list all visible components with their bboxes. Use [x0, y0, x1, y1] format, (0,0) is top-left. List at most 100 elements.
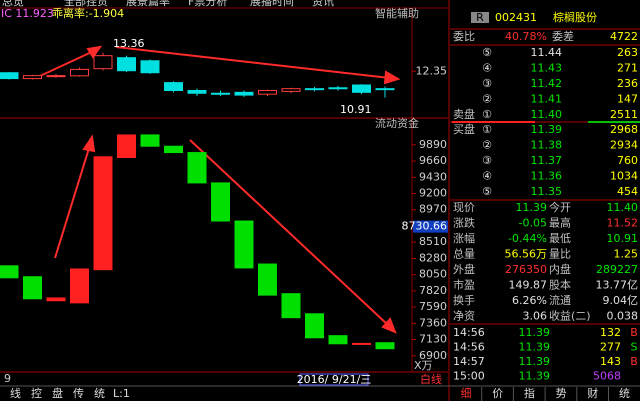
indicator-label: IC 11.923: [1, 7, 54, 20]
stock-code: 002431: [495, 11, 537, 24]
candle-body: [164, 145, 183, 154]
candle-body: [305, 88, 324, 91]
candle-body: [211, 92, 230, 95]
candle-body: [140, 134, 160, 147]
time: 14:56: [453, 326, 485, 339]
label: 今开: [549, 200, 571, 214]
candle-body: [46, 297, 66, 302]
level: ⑤: [482, 46, 492, 59]
volume: 277: [600, 341, 621, 354]
y-tick-label: 9200: [419, 186, 447, 199]
level: ②: [482, 93, 492, 106]
y-tick-label: 9660: [419, 154, 447, 167]
volume: 2511: [610, 108, 638, 121]
price: 11.40: [531, 108, 563, 121]
candle-body: [117, 57, 136, 72]
panel-tab[interactable]: 指: [524, 386, 535, 400]
volume: 271: [617, 62, 638, 75]
label: 换手: [453, 293, 475, 307]
menu-tab: 展景篇率: [126, 0, 170, 8]
view-tab: 统: [94, 387, 105, 400]
value: 289227: [596, 263, 638, 276]
view-tab: 线: [10, 386, 21, 400]
value: 11.52: [607, 217, 639, 230]
value: 3.06: [523, 310, 548, 323]
period: 9: [4, 372, 11, 385]
annotation-arrows: [39, 45, 401, 334]
menu-tab: F票分析: [188, 0, 227, 8]
volume: 132: [600, 326, 621, 339]
volume: 454: [617, 185, 638, 198]
candle-body: [328, 335, 348, 345]
price: 11.42: [531, 77, 563, 90]
candle-body: [140, 60, 160, 74]
label: 委比: [453, 30, 475, 43]
y-tick-label: 8280: [419, 251, 447, 264]
panel-tab[interactable]: 价: [492, 387, 503, 400]
chart-title: 流动资金: [375, 116, 419, 130]
candle-body: [0, 72, 19, 80]
label: 外盘: [453, 262, 475, 276]
candle-body: [258, 90, 277, 95]
price: 11.36: [531, 170, 563, 183]
candle-body: [93, 55, 113, 70]
price: 11.35: [531, 185, 563, 198]
candle-body: [187, 152, 207, 184]
value: 149.87: [509, 279, 548, 292]
candle-body: [46, 75, 66, 78]
price: 11.41: [531, 93, 563, 106]
label: 收益(二): [549, 309, 591, 323]
value: 6.26%: [512, 294, 547, 307]
time: 14:56: [453, 341, 485, 354]
volume: 143: [600, 355, 621, 368]
menu-tab: 全部挂货: [64, 0, 108, 8]
volume: 1034: [610, 170, 638, 183]
label: 股本: [549, 278, 571, 292]
value: 13.77亿: [596, 279, 639, 292]
level: ③: [482, 154, 492, 167]
y-tick-label: 7590: [419, 300, 447, 313]
panel-label: 智能辅助: [375, 6, 419, 20]
y-tick-label: 7820: [419, 284, 447, 297]
side: S: [631, 341, 638, 354]
volume: 760: [617, 154, 638, 167]
candle-body: [375, 88, 395, 91]
price: 11.39: [519, 341, 551, 354]
candle-body: [23, 75, 42, 80]
indicator-value: 乖离率:-1.904: [52, 6, 124, 20]
label: 最低: [549, 232, 571, 245]
candle-body: [23, 276, 42, 300]
price: 11.37: [531, 154, 563, 167]
value: -0.05: [519, 217, 547, 230]
candle-body: [187, 90, 207, 94]
candle-body: [70, 68, 89, 77]
level: ①: [482, 108, 492, 121]
view-tab: 控: [31, 386, 42, 400]
current-box: [413, 220, 448, 233]
label: 内盘: [549, 262, 571, 276]
low-annotation: 10.91: [340, 103, 372, 116]
y-tick-label: 9430: [419, 170, 447, 183]
candle-body: [234, 91, 254, 96]
panel-tab[interactable]: 财: [587, 386, 598, 400]
label: 最高: [549, 216, 571, 230]
panel-tab[interactable]: 势: [556, 387, 567, 400]
label: 量比: [549, 248, 571, 261]
side: B: [630, 355, 638, 368]
candle-body: [281, 88, 301, 92]
label: 涨跌: [453, 216, 475, 230]
panel-tab[interactable]: 细: [461, 387, 472, 400]
label: 现价: [453, 201, 475, 214]
candle-body: [328, 87, 348, 90]
value: 11.40: [607, 201, 639, 214]
volume: 263: [617, 46, 638, 59]
level: ⑤: [482, 185, 492, 198]
level: ③: [482, 77, 492, 90]
value: 0.038: [607, 310, 639, 323]
high-annotation: 13.36: [113, 37, 145, 50]
price: 11.39: [519, 370, 551, 383]
unit-label: X万: [414, 359, 433, 372]
price: 11.38: [531, 139, 563, 152]
panel-tab[interactable]: 统: [619, 387, 630, 400]
label: 卖盘: [453, 107, 475, 121]
